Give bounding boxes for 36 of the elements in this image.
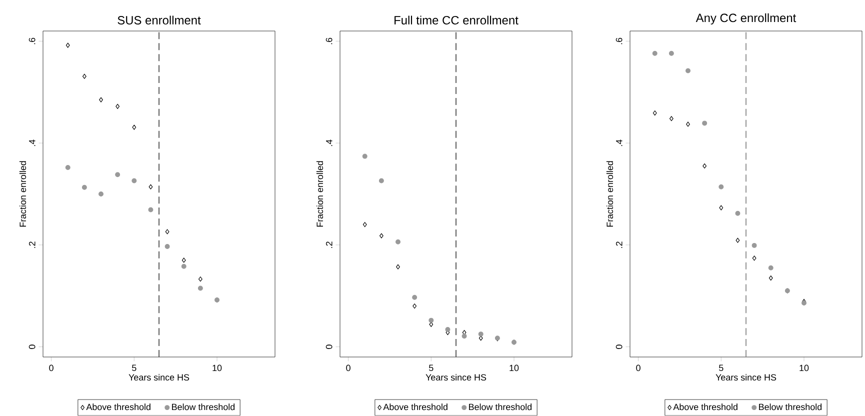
y-tick-label: .2 <box>28 242 36 248</box>
x-tick-label: 10 <box>212 364 222 372</box>
chart-title: Any CC enrollment <box>696 13 796 25</box>
x-tick-label: 0 <box>49 364 54 372</box>
legend-label: Above threshold <box>673 404 738 410</box>
legend-label: Below threshold <box>172 404 235 410</box>
y-tick-label: 0 <box>326 344 332 350</box>
x-tick-label: 0 <box>636 364 640 372</box>
y-tick-label: 0 <box>616 344 622 350</box>
legend-label: Below threshold <box>469 404 532 410</box>
x-axis-title: Years since HS <box>426 374 486 381</box>
y-tick-label: 0 <box>28 344 36 350</box>
x-tick-label: 10 <box>800 364 809 372</box>
y-tick-label: .6 <box>616 38 622 44</box>
x-tick-label: 5 <box>429 364 434 372</box>
x-axis-title: Years since HS <box>128 374 190 381</box>
x-tick-label: 5 <box>132 364 136 372</box>
y-tick-label: .4 <box>616 140 622 146</box>
y-axis-title: Fraction enrolled <box>316 161 324 227</box>
x-tick-label: 5 <box>719 364 724 372</box>
y-tick-label: .2 <box>326 242 332 248</box>
chart-title: Full time CC enrollment <box>394 16 518 25</box>
x-tick-label: 10 <box>510 364 519 372</box>
y-tick-label: .4 <box>326 140 332 146</box>
legend-label: Below threshold <box>759 404 822 410</box>
y-tick-label: .2 <box>616 242 622 248</box>
y-axis-title: Fraction enrolled <box>19 161 26 227</box>
legend-label: Above threshold <box>383 404 448 410</box>
y-tick-label: .6 <box>326 38 332 44</box>
y-tick-label: .4 <box>29 140 36 146</box>
x-axis-title: Years since HS <box>716 374 776 381</box>
y-tick-label: .6 <box>28 38 36 44</box>
legend-label: Above threshold <box>86 404 150 410</box>
y-axis-title: Fraction enrolled <box>606 161 614 227</box>
chart-title: SUS enrollment <box>118 16 201 25</box>
x-tick-label: 0 <box>346 364 350 372</box>
